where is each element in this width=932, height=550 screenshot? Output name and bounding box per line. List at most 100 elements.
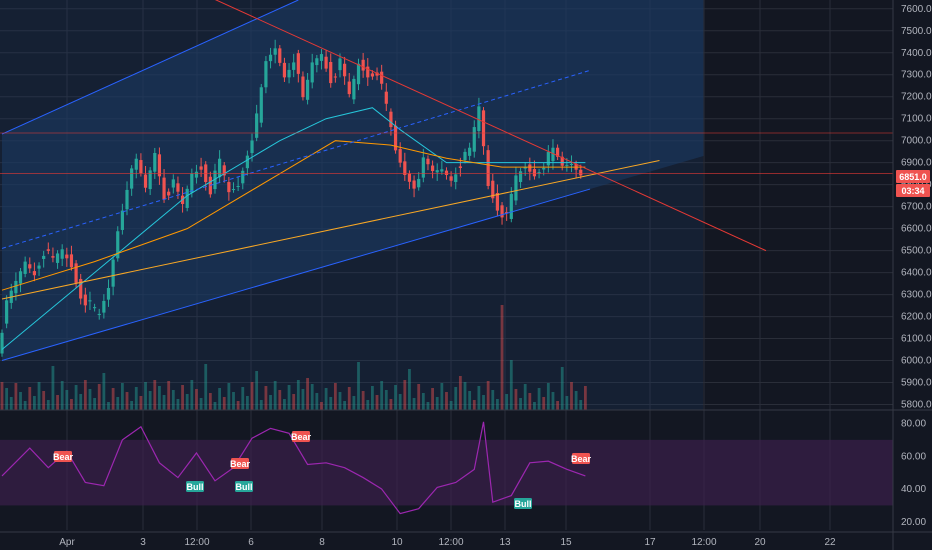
candle-body[interactable]	[213, 170, 217, 190]
candle-body[interactable]	[454, 174, 458, 183]
candle-body[interactable]	[579, 169, 583, 176]
candle-body[interactable]	[338, 58, 342, 71]
candle-body[interactable]	[143, 174, 148, 188]
candle-body[interactable]	[347, 81, 351, 95]
candle-body[interactable]	[426, 158, 430, 165]
candle-body[interactable]	[176, 183, 180, 192]
candle-body[interactable]	[190, 173, 194, 193]
candle-body[interactable]	[157, 154, 162, 177]
bear-marker[interactable]: Bear	[53, 451, 74, 462]
candle-body[interactable]	[523, 167, 527, 169]
candle-body[interactable]	[444, 170, 449, 175]
candle-body[interactable]	[236, 185, 240, 187]
candle-body[interactable]	[134, 158, 138, 170]
candle-body[interactable]	[458, 166, 462, 168]
candle-body[interactable]	[463, 151, 467, 161]
candle-body[interactable]	[79, 278, 83, 299]
candle-body[interactable]	[23, 261, 27, 274]
candle-body[interactable]	[356, 63, 361, 85]
candle-body[interactable]	[329, 61, 333, 84]
candle-body[interactable]	[500, 205, 504, 218]
candle-body[interactable]	[273, 48, 277, 55]
candle-body[interactable]	[556, 147, 560, 157]
candle-body[interactable]	[46, 249, 50, 251]
candle-body[interactable]	[472, 127, 476, 152]
candle-body[interactable]	[97, 313, 101, 316]
candle-body[interactable]	[481, 110, 486, 147]
candle-body[interactable]	[292, 62, 296, 70]
bull-marker[interactable]: Bull	[186, 481, 204, 492]
trendlines[interactable]	[0, 0, 893, 362]
candlesticks[interactable]	[0, 39, 583, 357]
candle-body[interactable]	[199, 166, 203, 170]
candle-body[interactable]	[384, 91, 388, 104]
candle-body[interactable]	[417, 178, 421, 188]
candle-body[interactable]	[69, 254, 74, 268]
candle-body[interactable]	[389, 111, 393, 128]
candle-body[interactable]	[569, 164, 574, 165]
candle-body[interactable]	[528, 164, 532, 172]
candle-body[interactable]	[449, 176, 453, 181]
bull-marker[interactable]: Bull	[235, 481, 253, 492]
candle-body[interactable]	[227, 182, 231, 193]
candle-body[interactable]	[324, 56, 328, 69]
candle-body[interactable]	[83, 294, 87, 306]
candle-body[interactable]	[421, 157, 425, 178]
candle-body[interactable]	[514, 175, 518, 201]
candle-body[interactable]	[32, 271, 37, 276]
candle-body[interactable]	[477, 106, 481, 132]
candle-body[interactable]	[546, 151, 550, 166]
bear-marker[interactable]: Bear	[571, 453, 592, 464]
candle-body[interactable]	[106, 287, 111, 300]
candle-body[interactable]	[565, 164, 569, 166]
candle-body[interactable]	[250, 140, 254, 154]
candle-body[interactable]	[319, 54, 324, 61]
candle-body[interactable]	[42, 255, 46, 259]
candle-body[interactable]	[542, 167, 546, 170]
candle-body[interactable]	[333, 76, 337, 78]
candle-body[interactable]	[505, 212, 509, 214]
candle-body[interactable]	[430, 165, 435, 172]
candle-body[interactable]	[218, 158, 222, 178]
candle-body[interactable]	[93, 307, 97, 309]
candle-body[interactable]	[361, 59, 365, 71]
candle-body[interactable]	[120, 210, 124, 230]
candle-body[interactable]	[5, 300, 9, 324]
candle-body[interactable]	[403, 161, 407, 175]
candle-body[interactable]	[116, 231, 120, 259]
candle-body[interactable]	[222, 165, 226, 176]
bear-marker[interactable]: Bear	[291, 431, 312, 442]
candle-body[interactable]	[0, 332, 4, 354]
candle-body[interactable]	[111, 259, 115, 287]
candle-body[interactable]	[255, 113, 259, 138]
candle-body[interactable]	[28, 264, 32, 269]
candle-body[interactable]	[509, 193, 513, 219]
candle-body[interactable]	[343, 63, 347, 77]
candle-body[interactable]	[491, 180, 495, 199]
candle-body[interactable]	[37, 265, 41, 269]
candle-body[interactable]	[51, 256, 55, 258]
rising-support-line[interactable]	[1, 159, 660, 300]
candle-body[interactable]	[560, 156, 564, 166]
candle-body[interactable]	[468, 147, 472, 156]
candle-body[interactable]	[310, 62, 314, 83]
candle-body[interactable]	[139, 160, 143, 174]
descending-resistance-line[interactable]	[187, 0, 767, 252]
candle-body[interactable]	[352, 78, 356, 100]
candle-body[interactable]	[486, 150, 490, 186]
candle-body[interactable]	[14, 280, 18, 294]
candle-body[interactable]	[287, 69, 291, 78]
bull-marker[interactable]: Bull	[514, 498, 532, 509]
candle-body[interactable]	[18, 271, 23, 284]
candle-body[interactable]	[162, 177, 166, 200]
candle-body[interactable]	[551, 147, 555, 162]
candle-body[interactable]	[245, 155, 249, 169]
candle-body[interactable]	[407, 173, 412, 182]
candle-body[interactable]	[130, 168, 134, 189]
candle-body[interactable]	[194, 171, 199, 178]
candle-body[interactable]	[259, 87, 263, 123]
candle-body[interactable]	[102, 300, 106, 313]
candle-body[interactable]	[518, 171, 523, 183]
candle-body[interactable]	[375, 72, 379, 76]
